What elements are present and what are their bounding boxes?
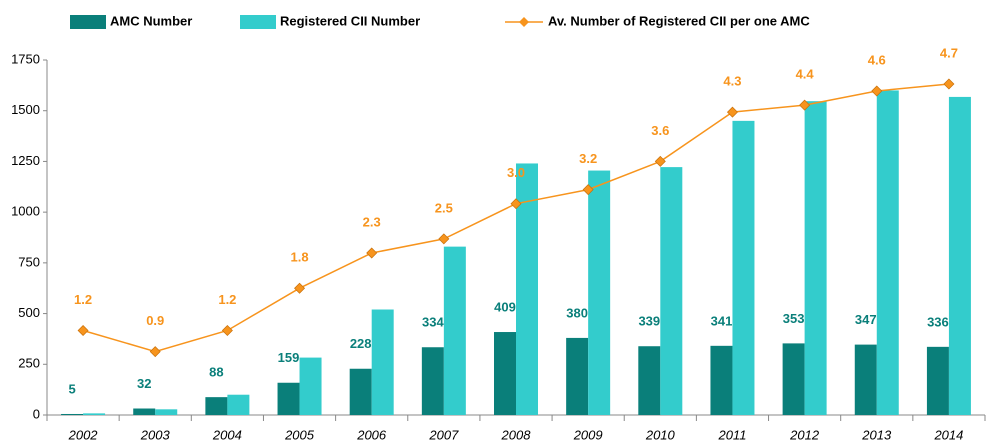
y-tick-label: 1000 [11,204,40,219]
data-label: 353 [783,311,805,326]
marker [438,233,450,245]
marker [654,155,666,167]
data-label: 347 [855,312,877,327]
bar [494,332,516,415]
marker [294,282,306,294]
data-label: 0.9 [146,313,164,328]
bar [83,413,106,415]
x-tick-label: 2008 [501,427,532,442]
marker [871,85,883,97]
data-label: 5 [68,381,75,396]
data-label: 341 [711,313,733,328]
legend-swatch [240,15,276,29]
y-tick-label: 500 [18,305,40,320]
marker [510,198,522,210]
bar [876,90,899,415]
marker [943,78,955,90]
marker [221,324,233,336]
bar [710,345,733,415]
bar [61,413,84,415]
data-label: 88 [209,365,223,380]
data-label: 1.2 [74,292,92,307]
legend-swatch [70,15,106,29]
bar [299,357,322,415]
bar [948,96,971,416]
data-label: 228 [350,336,372,351]
bar [732,120,755,415]
y-tick-label: 250 [18,356,40,371]
bar [516,163,538,415]
y-tick-label: 1250 [11,153,40,168]
legend-label: Registered CII Number [280,13,420,28]
data-label: 32 [137,376,151,391]
legend-label: AMC Number [110,13,192,28]
bar [227,394,250,415]
x-tick-label: 2009 [573,427,603,442]
x-tick-label: 2014 [933,427,963,442]
data-label: 3.6 [651,123,669,138]
bar [804,101,827,416]
data-label: 1.8 [290,250,308,265]
bar [660,167,683,415]
bar [443,246,466,415]
legend-label: Av. Number of Registered CII per one AMC [548,13,810,28]
bar [133,408,156,415]
x-tick-label: 2012 [789,427,820,442]
marker [366,247,378,259]
x-tick-label: 2010 [645,427,676,442]
x-tick-label: 2007 [428,427,459,442]
bar [588,170,611,415]
bar [926,346,949,415]
y-tick-label: 0 [33,406,40,421]
marker [77,324,89,336]
bar [155,409,178,415]
x-tick-label: 2005 [284,427,315,442]
marker [726,106,738,118]
marker [799,99,811,111]
data-label: 380 [566,305,588,320]
bar [277,382,300,415]
x-tick-label: 2011 [717,427,746,442]
data-label: 1.2 [218,292,236,307]
data-label: 2.3 [363,214,381,229]
bar [205,397,228,415]
y-tick-label: 750 [18,254,40,269]
data-label: 336 [927,314,949,329]
data-label: 3.2 [579,151,597,166]
legend-marker [519,17,529,27]
data-label: 4.7 [940,45,958,60]
marker [582,184,594,196]
data-label: 4.4 [796,67,815,82]
data-label: 4.3 [723,74,741,89]
marker [149,346,161,358]
x-tick-label: 2003 [140,427,171,442]
y-tick-label: 1750 [11,51,40,66]
bar [349,368,372,415]
bar [371,309,394,415]
x-tick-label: 2013 [861,427,892,442]
data-label: 4.6 [868,52,886,67]
bar [638,346,661,415]
bar [782,343,805,415]
bar [566,337,589,415]
x-tick-label: 2002 [68,427,99,442]
y-tick-label: 1500 [11,102,40,117]
bar [421,347,444,415]
x-tick-label: 2004 [212,427,242,442]
data-label: 2.5 [435,200,453,215]
data-label: 339 [638,314,660,329]
data-label: 334 [422,315,444,330]
x-tick-label: 2006 [356,427,387,442]
data-label: 3.0 [507,165,525,180]
bar [854,344,877,415]
data-label: 159 [278,350,300,365]
data-label: 409 [494,299,516,314]
